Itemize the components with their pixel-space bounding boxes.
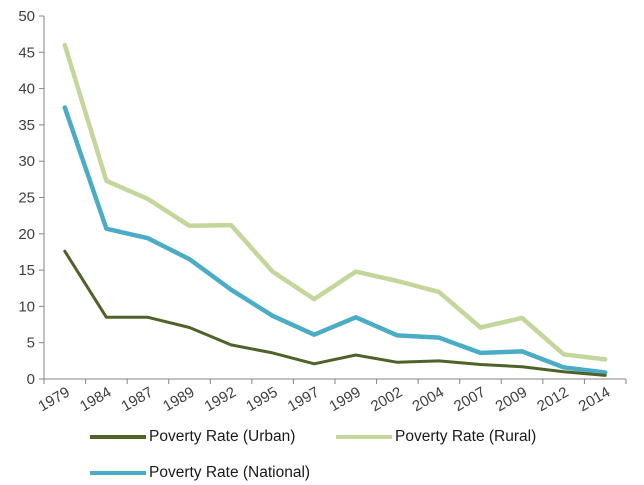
x-tick-label: 2007 xyxy=(451,384,488,415)
x-tick-label: 2004 xyxy=(410,384,447,415)
legend-label-national: Poverty Rate (National) xyxy=(149,464,311,481)
x-tick-label: 1995 xyxy=(243,384,280,415)
y-tick-label: 10 xyxy=(18,298,35,315)
x-tick-label: 1989 xyxy=(160,384,197,415)
series-line-national xyxy=(62,105,608,375)
y-tick-label: 45 xyxy=(18,44,35,61)
y-axis: 0 5 10 15 20 25 30 35 40 45 50 xyxy=(18,8,45,388)
y-tick-label: 40 xyxy=(18,81,35,98)
legend-label-urban: Poverty Rate (Urban) xyxy=(149,428,296,445)
x-tick-label: 1992 xyxy=(202,384,239,415)
x-tick-label: 1984 xyxy=(77,384,114,415)
x-tick-label: 1979 xyxy=(35,384,72,415)
x-axis: 1979 1984 1987 1989 1992 1995 1997 1999 2002 2004… xyxy=(35,378,627,415)
legend-item-national: Poverty Rate (National) xyxy=(90,464,310,482)
series-layer xyxy=(62,42,608,377)
y-tick-label: 15 xyxy=(18,262,35,279)
x-tick-label: 1999 xyxy=(326,384,363,415)
y-tick-label: 50 xyxy=(18,8,35,25)
y-tick-label: 0 xyxy=(27,371,35,388)
legend-item-urban: Poverty Rate (Urban) xyxy=(90,428,295,446)
y-tick-label: 35 xyxy=(18,117,35,134)
legend-swatch-national xyxy=(90,471,146,475)
y-tick-label: 30 xyxy=(18,153,35,170)
x-tick-label: 2014 xyxy=(576,384,613,415)
legend-item-rural: Poverty Rate (Rural) xyxy=(336,428,536,446)
x-tick-label: 2012 xyxy=(534,384,571,415)
x-tick-label: 1997 xyxy=(285,384,322,415)
legend-swatch-rural xyxy=(336,435,392,439)
y-tick-label: 5 xyxy=(27,335,35,352)
x-tick-label: 1987 xyxy=(119,384,156,415)
series-line-rural xyxy=(62,42,608,362)
x-tick-label: 2002 xyxy=(368,384,405,415)
x-tick-label: 2009 xyxy=(493,384,530,415)
legend-label-rural: Poverty Rate (Rural) xyxy=(395,428,537,445)
series-line-urban xyxy=(63,249,607,377)
y-tick-label: 25 xyxy=(18,190,35,207)
legend-swatch-urban xyxy=(90,435,146,439)
y-tick-label: 20 xyxy=(18,226,35,243)
